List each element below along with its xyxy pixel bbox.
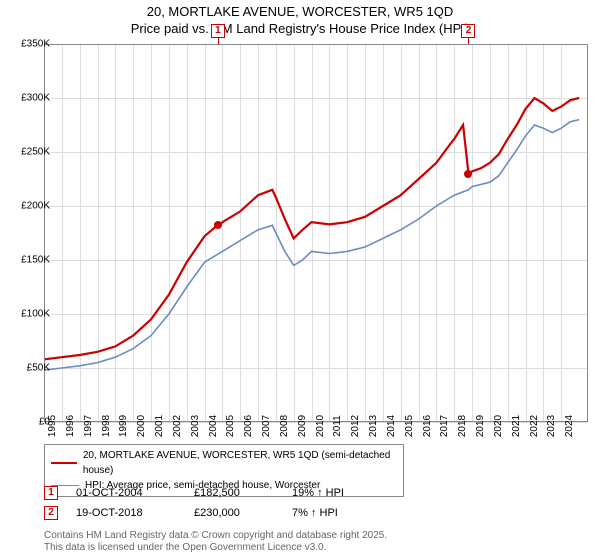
x-axis-tick-label: 1997 — [83, 415, 94, 437]
x-axis-tick-label: 2023 — [546, 415, 557, 437]
sale-marker-dot — [464, 170, 472, 178]
x-axis-tick-label: 2000 — [136, 415, 147, 437]
x-axis-tick-label: 1998 — [101, 415, 112, 437]
legend-label: 20, MORTLAKE AVENUE, WORCESTER, WR5 1QD … — [83, 448, 397, 478]
title-line-2: Price paid vs. HM Land Registry's House … — [0, 21, 600, 38]
y-axis-tick-label: £50K — [27, 363, 50, 374]
x-axis-tick-label: 1995 — [47, 415, 58, 437]
x-axis-tick-label: 2018 — [457, 415, 468, 437]
sale-row: 1 01-OCT-2004 £182,500 19% ↑ HPI — [44, 486, 372, 500]
x-axis-tick-label: 2011 — [332, 415, 343, 437]
series-price_paid — [44, 98, 579, 359]
x-axis-tick-label: 1996 — [65, 415, 76, 437]
sale-price: £230,000 — [194, 507, 274, 519]
sale-date: 19-OCT-2018 — [76, 507, 176, 519]
x-axis-tick-label: 2005 — [225, 415, 236, 437]
sale-row-marker: 2 — [44, 506, 58, 520]
x-axis-tick-label: 2007 — [261, 415, 272, 437]
x-axis-tick-label: 2017 — [439, 415, 450, 437]
x-axis-tick-label: 2001 — [154, 415, 165, 437]
x-axis-tick-label: 2020 — [493, 415, 504, 437]
x-axis-tick-label: 2021 — [511, 415, 522, 437]
x-axis-tick-label: 2006 — [243, 415, 254, 437]
legend-row: 20, MORTLAKE AVENUE, WORCESTER, WR5 1QD … — [51, 448, 397, 478]
x-axis-tick-label: 2010 — [315, 415, 326, 437]
x-axis-tick-label: 2022 — [529, 415, 540, 437]
legend-swatch — [51, 462, 77, 464]
sale-price: £182,500 — [194, 487, 274, 499]
sale-marker-flag: 1 — [211, 24, 225, 38]
x-axis-tick-label: 2003 — [190, 415, 201, 437]
footer-attribution: Contains HM Land Registry data © Crown c… — [44, 530, 387, 554]
x-axis-tick-label: 2019 — [475, 415, 486, 437]
sale-date: 01-OCT-2004 — [76, 487, 176, 499]
sale-delta: 7% ↑ HPI — [292, 507, 372, 519]
x-axis-tick-label: 2014 — [386, 415, 397, 437]
sale-marker-dot — [214, 221, 222, 229]
x-axis-tick-label: 2013 — [368, 415, 379, 437]
y-axis-tick-label: £150K — [21, 255, 50, 266]
x-axis-tick-label: 2004 — [208, 415, 219, 437]
x-axis-tick-label: 2002 — [172, 415, 183, 437]
y-axis-tick-label: £250K — [21, 147, 50, 158]
title-line-1: 20, MORTLAKE AVENUE, WORCESTER, WR5 1QD — [0, 4, 600, 21]
sale-marker-flag: 2 — [461, 24, 475, 38]
x-axis-tick-label: 2015 — [404, 415, 415, 437]
x-axis-tick-label: 2016 — [422, 415, 433, 437]
x-axis-tick-label: 1999 — [118, 415, 129, 437]
chart-title-block: 20, MORTLAKE AVENUE, WORCESTER, WR5 1QD … — [0, 0, 600, 38]
x-axis-tick-label: 2024 — [564, 415, 575, 437]
y-axis-tick-label: £100K — [21, 309, 50, 320]
chart-area: 12 — [44, 44, 588, 422]
sale-row: 2 19-OCT-2018 £230,000 7% ↑ HPI — [44, 506, 372, 520]
x-axis-tick-label: 2009 — [297, 415, 308, 437]
y-axis-tick-label: £300K — [21, 93, 50, 104]
y-axis-tick-label: £350K — [21, 39, 50, 50]
x-axis-tick-label: 2012 — [350, 415, 361, 437]
footer-line-2: This data is licensed under the Open Gov… — [44, 542, 387, 554]
footer-line-1: Contains HM Land Registry data © Crown c… — [44, 530, 387, 542]
sale-delta: 19% ↑ HPI — [292, 487, 372, 499]
sale-row-marker: 1 — [44, 486, 58, 500]
y-axis-tick-label: £200K — [21, 201, 50, 212]
series-hpi — [44, 120, 579, 371]
x-axis-tick-label: 2008 — [279, 415, 290, 437]
